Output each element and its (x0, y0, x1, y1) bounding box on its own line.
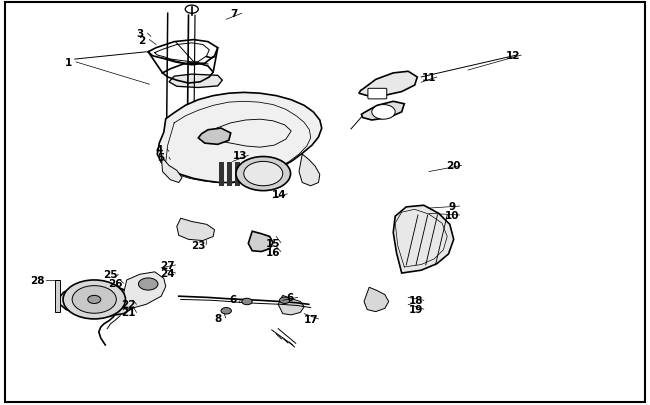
Text: 6: 6 (229, 295, 237, 305)
Polygon shape (219, 163, 224, 186)
Text: 4: 4 (155, 145, 163, 155)
Text: 13: 13 (233, 151, 248, 161)
Polygon shape (299, 155, 320, 186)
Text: 22: 22 (122, 300, 136, 309)
Polygon shape (169, 75, 222, 88)
Circle shape (244, 162, 283, 186)
Polygon shape (359, 72, 417, 96)
Text: 7: 7 (230, 9, 238, 19)
Text: 20: 20 (447, 161, 461, 171)
Circle shape (185, 6, 198, 14)
Text: 1: 1 (64, 58, 72, 68)
Polygon shape (157, 93, 322, 183)
Polygon shape (58, 284, 136, 317)
Text: 19: 19 (409, 305, 423, 314)
Polygon shape (177, 219, 214, 241)
Polygon shape (259, 163, 265, 186)
Circle shape (372, 105, 395, 120)
Circle shape (242, 298, 252, 305)
Text: 28: 28 (31, 275, 45, 285)
Text: 16: 16 (266, 247, 280, 257)
Circle shape (88, 296, 101, 304)
Polygon shape (161, 155, 182, 183)
Polygon shape (198, 129, 231, 145)
Text: 2: 2 (138, 36, 146, 45)
Circle shape (236, 157, 291, 191)
Circle shape (280, 297, 290, 304)
Polygon shape (252, 163, 257, 186)
Text: 5: 5 (157, 153, 165, 163)
Polygon shape (248, 232, 273, 252)
Text: 24: 24 (161, 269, 175, 278)
Text: 17: 17 (304, 314, 318, 324)
Polygon shape (243, 163, 248, 186)
Text: 11: 11 (422, 73, 436, 83)
Text: 14: 14 (272, 190, 287, 199)
Text: 18: 18 (409, 296, 423, 305)
Text: 23: 23 (191, 240, 205, 250)
Circle shape (72, 286, 116, 313)
Circle shape (221, 308, 231, 314)
Polygon shape (235, 163, 240, 186)
Polygon shape (361, 102, 404, 121)
Polygon shape (278, 296, 304, 315)
Polygon shape (393, 206, 454, 273)
Text: 6: 6 (286, 293, 294, 303)
Text: 10: 10 (445, 211, 459, 220)
Text: 3: 3 (136, 29, 144, 39)
Polygon shape (227, 163, 232, 186)
Circle shape (138, 278, 158, 290)
Text: 12: 12 (506, 51, 521, 61)
FancyBboxPatch shape (368, 89, 387, 100)
Polygon shape (364, 288, 389, 312)
Text: 25: 25 (103, 270, 118, 279)
Bar (55, 280, 60, 313)
Text: 26: 26 (109, 279, 123, 288)
Polygon shape (120, 272, 166, 309)
Text: 21: 21 (122, 308, 136, 318)
Text: 9: 9 (448, 202, 455, 211)
Text: 27: 27 (161, 260, 175, 270)
Circle shape (63, 280, 125, 319)
Text: 15: 15 (266, 238, 280, 248)
Text: 8: 8 (214, 313, 222, 323)
